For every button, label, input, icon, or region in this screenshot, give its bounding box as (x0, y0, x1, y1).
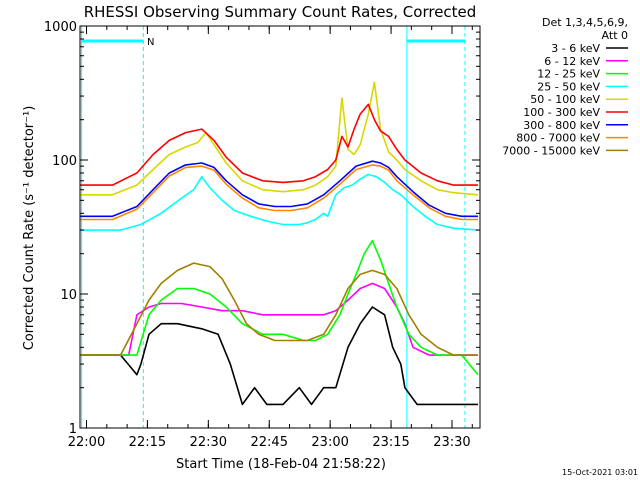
x-tick-label: 22:45 (251, 435, 288, 450)
legend-label: 3 - 6 keV (551, 42, 600, 55)
legend-label: 12 - 25 keV (537, 68, 600, 81)
series-group (80, 81, 479, 406)
y-tick-label: 10 (60, 288, 77, 303)
series-line-12-25-kev (80, 239, 479, 376)
legend-label: 25 - 50 keV (537, 80, 600, 93)
x-axis-label: Start Time (18-Feb-04 21:58:22) (176, 457, 386, 472)
series-line-50-100-kev (80, 81, 479, 196)
x-tick-label: 23:15 (372, 435, 409, 450)
x-tick-label: 22:00 (68, 435, 105, 450)
series-line-25-50-kev (80, 173, 479, 231)
x-tick-label: 22:30 (190, 435, 227, 450)
x-tick-label: 22:15 (129, 435, 166, 450)
footer-date: 15-Oct-2021 03:01 (562, 468, 638, 477)
y-tick-label: 1000 (44, 20, 77, 35)
legend-label: 6 - 12 keV (544, 55, 600, 68)
plot-frame (79, 25, 481, 429)
series-line-3-6-kev (80, 306, 478, 406)
series-line-7000-15000-kev (80, 262, 478, 356)
chart-title: RHESSI Observing Summary Count Rates, Co… (84, 3, 477, 21)
series-line-100-300-kev (80, 103, 478, 186)
legend-header: Det 1,3,4,5,6,9, (542, 16, 628, 29)
series-line-800-7000-kev (80, 164, 478, 221)
attenuator-flags: N (81, 26, 466, 428)
legend-label: 300 - 800 keV (523, 119, 600, 132)
series-line-300-800-kev (80, 160, 478, 218)
y-tick-label: 1 (69, 422, 77, 437)
y-tick-label: 100 (52, 154, 77, 169)
y-axis-label: Corrected Count Rate (s⁻¹ detector⁻¹) (22, 106, 37, 351)
legend-header-att: Att 0 (602, 29, 628, 42)
x-tick-label: 23:30 (433, 435, 470, 450)
legend-label: 100 - 300 keV (523, 106, 600, 119)
series-line-6-12-kev (80, 282, 478, 356)
flag-label: N (147, 37, 154, 48)
legend-label: 800 - 7000 keV (516, 132, 600, 145)
legend-label: 7000 - 15000 keV (502, 144, 600, 157)
legend-label: 50 - 100 keV (530, 93, 600, 106)
axes: 1 10 100 1000 22:00 22:15 22:30 22:45 23:00 23:15… (44, 20, 481, 450)
x-tick-label: 23:00 (311, 435, 348, 450)
